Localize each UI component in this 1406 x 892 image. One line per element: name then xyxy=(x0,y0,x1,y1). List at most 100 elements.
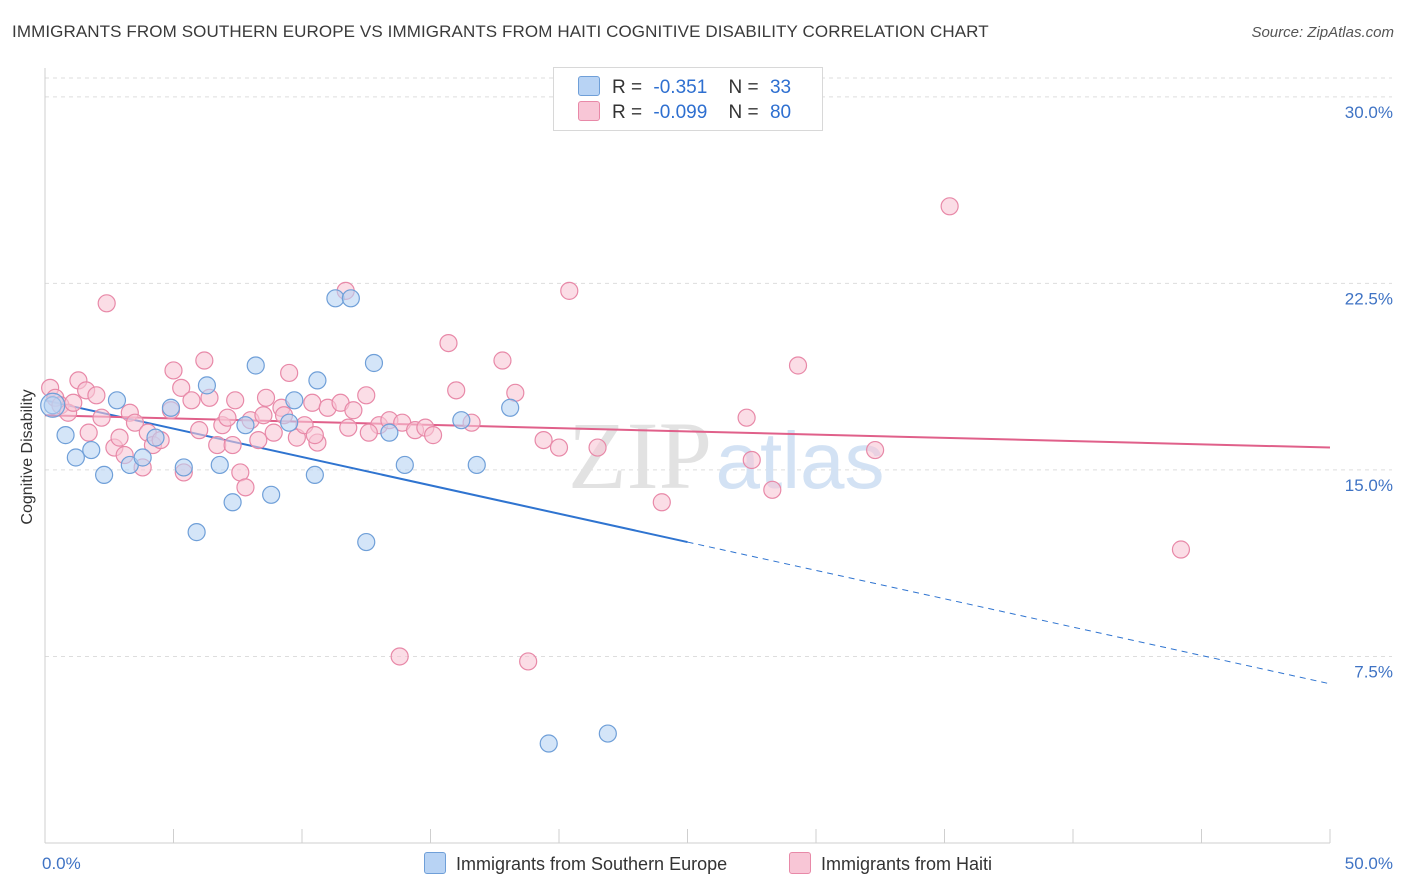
point-southern-europe xyxy=(326,289,345,308)
point-haiti xyxy=(125,413,145,432)
point-haiti xyxy=(519,652,538,671)
point-haiti xyxy=(588,438,607,457)
bottom-swatch-pink xyxy=(789,852,811,874)
stats-legend: R = -0.351 N = 33 R = -0.099 N = 80 xyxy=(553,67,823,131)
point-southern-europe xyxy=(467,455,486,475)
point-southern-europe xyxy=(452,411,471,430)
point-haiti xyxy=(359,423,378,442)
point-haiti xyxy=(866,440,885,460)
point-southern-europe xyxy=(133,448,152,467)
point-haiti xyxy=(172,378,191,397)
point-haiti xyxy=(218,408,237,427)
point-southern-europe-large xyxy=(40,392,66,418)
legend-series-name-2: Immigrants from Haiti xyxy=(821,854,993,874)
trend-line-southern-europe xyxy=(44,399,688,544)
point-haiti xyxy=(256,388,276,407)
watermark-atlas: atlas xyxy=(716,416,885,505)
point-haiti xyxy=(357,386,376,405)
point-haiti xyxy=(254,406,273,425)
point-haiti xyxy=(79,423,98,442)
tick-labels: 7.5% 15.0% 22.5% 30.0% 0.0% 50.0% xyxy=(42,103,1393,873)
point-haiti xyxy=(97,294,116,313)
x-tick-label-max: 50.0% xyxy=(1345,854,1393,873)
source-label: Source: ZipAtlas.com xyxy=(1251,24,1394,41)
point-southern-europe xyxy=(95,465,114,485)
point-haiti xyxy=(208,435,227,455)
point-haiti xyxy=(339,418,358,437)
point-haiti xyxy=(652,493,671,512)
point-haiti xyxy=(788,356,808,375)
watermark: ZIP atlas xyxy=(568,402,884,509)
point-haiti xyxy=(92,408,111,427)
chart-title: IMMIGRANTS FROM SOUTHERN EUROPE VS IMMIG… xyxy=(12,22,989,41)
point-haiti xyxy=(439,333,458,353)
point-haiti xyxy=(534,430,553,450)
point-haiti xyxy=(190,421,209,440)
axes xyxy=(44,68,1331,844)
point-southern-europe xyxy=(395,455,414,475)
legend-row-haiti: R = -0.099 N = 80 xyxy=(578,101,791,125)
point-haiti xyxy=(223,435,242,455)
point-haiti xyxy=(1171,540,1191,559)
point-haiti xyxy=(182,391,201,410)
point-southern-europe xyxy=(146,428,165,447)
point-southern-europe xyxy=(539,734,558,753)
point-southern-europe xyxy=(197,376,217,395)
point-southern-europe xyxy=(280,413,299,432)
point-haiti xyxy=(264,423,283,442)
point-southern-europe xyxy=(223,493,242,512)
y-tick-label: 22.5% xyxy=(1345,289,1393,308)
legend-n-label-1: N = xyxy=(728,77,759,98)
point-southern-europe xyxy=(187,523,206,542)
y-tick-label: 15.0% xyxy=(1345,476,1393,495)
legend-series-name-1: Immigrants from Southern Europe xyxy=(456,854,728,874)
data-points xyxy=(40,197,1191,753)
legend-r-label-1: R = xyxy=(612,77,643,98)
point-haiti xyxy=(110,428,129,447)
point-haiti xyxy=(164,361,183,380)
point-haiti xyxy=(87,386,106,405)
legend-row-southern-europe: R = -0.351 N = 33 xyxy=(578,76,791,100)
point-southern-europe xyxy=(501,398,520,417)
point-southern-europe xyxy=(236,416,255,435)
point-haiti xyxy=(303,393,322,412)
point-southern-europe xyxy=(161,398,181,417)
point-southern-europe xyxy=(380,423,399,442)
point-southern-europe xyxy=(210,455,229,475)
point-haiti xyxy=(940,197,959,216)
point-haiti xyxy=(195,351,214,370)
legend-r-label-2: R = xyxy=(612,102,643,123)
legend-n-value-1: 33 xyxy=(769,77,792,98)
point-southern-europe xyxy=(56,426,75,445)
point-southern-europe xyxy=(357,532,376,552)
legend-r-value-2: -0.099 xyxy=(653,102,708,123)
point-haiti xyxy=(64,393,83,412)
y-tick-label: 7.5% xyxy=(1354,662,1393,681)
point-southern-europe xyxy=(285,391,304,410)
point-southern-europe xyxy=(174,458,193,477)
point-haiti xyxy=(390,647,409,666)
legend-r-value-1: -0.351 xyxy=(653,77,708,98)
point-haiti xyxy=(549,438,569,457)
point-southern-europe xyxy=(341,289,360,308)
x-tick-label-min: 0.0% xyxy=(42,854,81,873)
trend-line-southern-europe-projection xyxy=(687,541,1331,685)
point-haiti xyxy=(423,426,443,445)
point-southern-europe xyxy=(364,353,384,373)
point-haiti xyxy=(742,450,761,470)
point-haiti xyxy=(493,351,512,370)
point-southern-europe xyxy=(66,448,85,467)
legend-n-value-2: 80 xyxy=(769,102,792,123)
point-haiti xyxy=(560,281,579,300)
legend-swatch-pink xyxy=(578,101,600,121)
point-haiti xyxy=(305,426,324,445)
point-haiti xyxy=(280,363,299,383)
point-haiti xyxy=(737,408,756,427)
bottom-swatch-blue xyxy=(424,852,446,874)
point-haiti xyxy=(344,401,363,420)
legend-swatch-blue xyxy=(578,76,600,96)
point-haiti xyxy=(226,391,245,410)
point-haiti xyxy=(236,478,255,497)
point-southern-europe xyxy=(308,371,327,390)
